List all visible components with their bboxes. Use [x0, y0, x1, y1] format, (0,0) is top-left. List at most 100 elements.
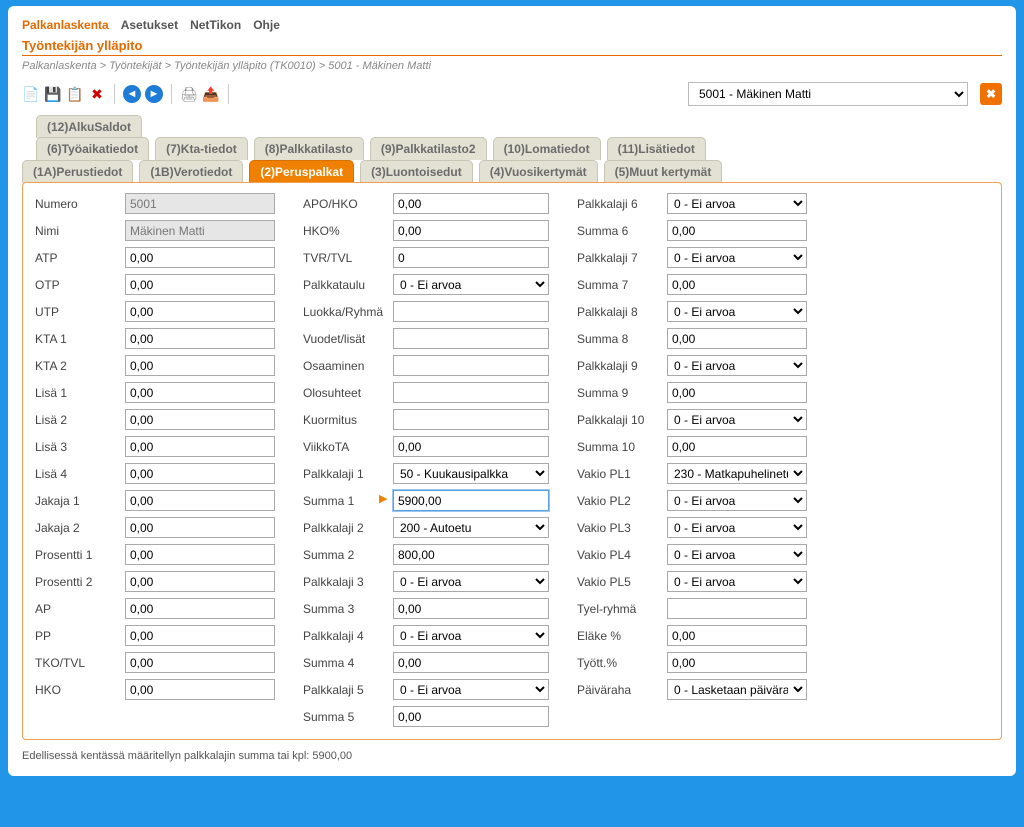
field-input[interactable]	[393, 247, 549, 268]
field-input[interactable]	[125, 463, 275, 484]
field-input[interactable]	[125, 409, 275, 430]
field-input[interactable]	[667, 328, 807, 349]
field-input[interactable]: 50 - Kuukausipalkka	[393, 463, 549, 484]
field-label: OTP	[35, 278, 125, 292]
field-input[interactable]	[393, 490, 549, 511]
field-input[interactable]: 0 - Ei arvoa	[667, 301, 807, 322]
new-icon[interactable]: 📄	[22, 85, 40, 103]
field-input[interactable]	[125, 625, 275, 646]
field-input[interactable]: 0 - Ei arvoa	[667, 355, 807, 376]
menu-item[interactable]: Asetukset	[121, 18, 178, 32]
field-input[interactable]	[125, 247, 275, 268]
field-input[interactable]: 0 - Ei arvoa	[393, 274, 549, 295]
field-input[interactable]	[125, 598, 275, 619]
field-input[interactable]: 200 - Autoetu	[393, 517, 549, 538]
tab-kta-tiedot[interactable]: (7)Kta-tiedot	[155, 137, 248, 160]
field-label: Palkkalaji 5	[303, 683, 393, 697]
field-input[interactable]	[667, 382, 807, 403]
field-input[interactable]	[125, 544, 275, 565]
tab-verotiedot[interactable]: (1B)Verotiedot	[139, 160, 243, 183]
field-label: Palkkalaji 10	[577, 413, 667, 427]
field-label: KTA 2	[35, 359, 125, 373]
tab-perustiedot[interactable]: (1A)Perustiedot	[22, 160, 133, 183]
field-input[interactable]: 0 - Lasketaan päiväral	[667, 679, 807, 700]
field-input[interactable]	[393, 598, 549, 619]
field-label: Numero	[35, 197, 125, 211]
field-input[interactable]	[125, 436, 275, 457]
field-input[interactable]	[393, 544, 549, 565]
field-input[interactable]	[125, 517, 275, 538]
menu-item[interactable]: Ohje	[253, 18, 280, 32]
field-input[interactable]	[125, 328, 275, 349]
print-icon[interactable]: 🖨	[180, 85, 198, 103]
field-label: Päiväraha	[577, 683, 667, 697]
tab-muut-kertymat[interactable]: (5)Muut kertymät	[604, 160, 723, 183]
field-input[interactable]	[667, 652, 807, 673]
field-input[interactable]: 0 - Ei arvoa	[393, 679, 549, 700]
field-input[interactable]: 230 - Matkapuhelinetu	[667, 463, 807, 484]
field-input[interactable]: 0 - Ei arvoa	[667, 409, 807, 430]
field-input[interactable]	[667, 436, 807, 457]
field-input[interactable]: 0 - Ei arvoa	[667, 490, 807, 511]
field-input[interactable]	[667, 598, 807, 619]
menu-item[interactable]: NetTikon	[190, 18, 241, 32]
field-input[interactable]: 0 - Ei arvoa	[667, 571, 807, 592]
field-input[interactable]	[393, 652, 549, 673]
field-label: Palkkalaji 7	[577, 251, 667, 265]
field-input[interactable]	[393, 436, 549, 457]
field-label: Palkkalaji 3	[303, 575, 393, 589]
tab-peruspalkat[interactable]: (2)Peruspalkat	[249, 160, 354, 183]
field-input[interactable]: 0 - Ei arvoa	[667, 544, 807, 565]
field-input[interactable]	[125, 193, 275, 214]
field-input[interactable]: 0 - Ei arvoa	[667, 193, 807, 214]
delete-icon[interactable]: ✖	[88, 85, 106, 103]
prev-icon[interactable]: ◄	[123, 85, 141, 103]
tab-lomatiedot[interactable]: (10)Lomatiedot	[493, 137, 601, 160]
field-label: Kuormitus	[303, 413, 393, 427]
field-input[interactable]	[393, 382, 549, 403]
export-icon[interactable]: 📤	[202, 85, 220, 103]
tab-luontoisedut[interactable]: (3)Luontoisedut	[360, 160, 473, 183]
close-icon[interactable]: ✖	[980, 83, 1002, 105]
field-label: Lisä 1	[35, 386, 125, 400]
field-input[interactable]	[393, 328, 549, 349]
field-input[interactable]	[393, 409, 549, 430]
field-input[interactable]: 0 - Ei arvoa	[667, 517, 807, 538]
tab-alkusaldot[interactable]: (12)AlkuSaldot	[36, 115, 142, 138]
field-input[interactable]	[125, 274, 275, 295]
field-input[interactable]	[393, 301, 549, 322]
field-input[interactable]	[667, 274, 807, 295]
field-label: APO/HKO	[303, 197, 393, 211]
field-input[interactable]	[125, 220, 275, 241]
field-input[interactable]	[393, 355, 549, 376]
tab-tyoaikatiedot[interactable]: (6)Työaikatiedot	[36, 137, 149, 160]
field-label: Olosuhteet	[303, 386, 393, 400]
menu-item[interactable]: Palkanlaskenta	[22, 18, 109, 32]
field-label: Palkkalaji 4	[303, 629, 393, 643]
field-input[interactable]	[125, 679, 275, 700]
field-input[interactable]	[125, 652, 275, 673]
tab-vuosikertymat[interactable]: (4)Vuosikertymät	[479, 160, 598, 183]
field-input[interactable]	[125, 355, 275, 376]
copy-icon[interactable]: 📋	[66, 85, 84, 103]
field-input[interactable]	[393, 706, 549, 727]
field-input[interactable]	[667, 220, 807, 241]
next-icon[interactable]: ►	[145, 85, 163, 103]
field-input[interactable]	[125, 382, 275, 403]
field-label: Summa 9	[577, 386, 667, 400]
field-input[interactable]	[125, 571, 275, 592]
field-input[interactable]: 0 - Ei arvoa	[393, 625, 549, 646]
field-input[interactable]	[393, 220, 549, 241]
field-input[interactable]	[667, 625, 807, 646]
field-input[interactable]	[125, 301, 275, 322]
field-label: Vakio PL5	[577, 575, 667, 589]
save-icon[interactable]: 💾	[44, 85, 62, 103]
tab-palkkatilasto2[interactable]: (9)Palkkatilasto2	[370, 137, 487, 160]
tab-lisatiedot[interactable]: (11)Lisätiedot	[607, 137, 706, 160]
tab-palkkatilasto[interactable]: (8)Palkkatilasto	[254, 137, 364, 160]
field-input[interactable]: 0 - Ei arvoa	[393, 571, 549, 592]
employee-selector[interactable]: 5001 - Mäkinen Matti	[688, 82, 968, 106]
field-input[interactable]	[125, 490, 275, 511]
field-input[interactable]: 0 - Ei arvoa	[667, 247, 807, 268]
field-input[interactable]	[393, 193, 549, 214]
